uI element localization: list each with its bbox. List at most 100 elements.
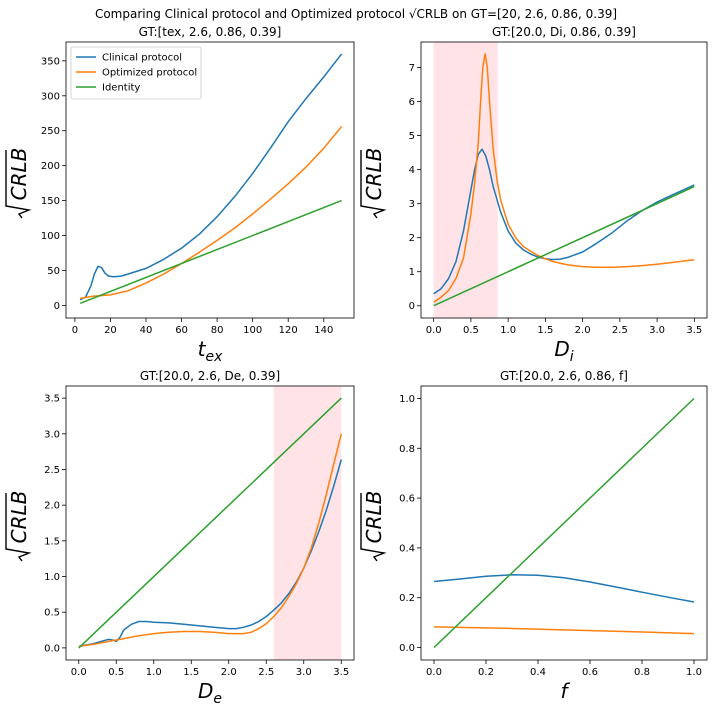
x-tick-label: 40 — [140, 325, 153, 336]
axes-frame — [420, 41, 708, 319]
y-axis-label: CRLB — [360, 491, 387, 562]
series-line-identity — [433, 185, 695, 307]
x-axis-label: Di — [554, 337, 573, 365]
y-tick-label: 150 — [41, 196, 60, 207]
subplot-2: 0.0 0.5 1.0 1.5 2.0 2.5 3.0 3.5 0 1 2 3 4 5 6 7 GT:[20.0… — [360, 25, 708, 365]
x-tick-label: 0.2 — [478, 667, 494, 678]
x-tick-label: 2.5 — [258, 667, 274, 678]
x-axis-label: f — [560, 679, 570, 703]
sqrt-symbol — [5, 150, 32, 219]
x-axis-label: De — [198, 679, 222, 707]
figure-suptitle: Comparing Clinical protocol and Optimize… — [95, 7, 617, 21]
y-tick-label: 50 — [47, 266, 60, 277]
y-tick-label: 300 — [41, 91, 60, 102]
y-tick-label: 0.0 — [44, 643, 60, 654]
y-tick-label: 0.5 — [44, 608, 60, 619]
y-axis-label-text: CRLB — [362, 491, 386, 544]
series-line-optimized-protocol — [433, 626, 695, 635]
y-tick-label: 1 — [409, 267, 415, 278]
y-tick-label: 1.0 — [399, 394, 415, 405]
x-tick-label: 60 — [175, 325, 188, 336]
y-tick-label: 0.8 — [399, 444, 415, 455]
x-tick-label: 0.0 — [71, 667, 87, 678]
series-line-optimized-protocol — [433, 53, 695, 303]
series-line-clinical-protocol — [79, 53, 343, 301]
legend-box — [70, 46, 202, 100]
sqrt-symbol — [360, 150, 387, 219]
x-tick-label: 140 — [314, 325, 333, 336]
x-tick-label: 2.0 — [221, 667, 237, 678]
x-tick-label: 100 — [243, 325, 262, 336]
axes-frame — [420, 385, 708, 661]
x-tick-label: 3.5 — [686, 325, 702, 336]
x-tick-label: 1.5 — [183, 667, 199, 678]
subplot-1: 0 20 40 60 80 100 120 140 0 50 100 150 200 250 300 350 G… — [5, 25, 355, 365]
y-axis-label-text: CRLB — [7, 148, 31, 201]
x-tick-label: 3.0 — [296, 667, 312, 678]
subplot-title: GT:[tex, 2.6, 0.86, 0.39] — [139, 25, 282, 39]
series-line-identity — [433, 397, 695, 649]
x-tick-label: 1.0 — [146, 667, 162, 678]
x-tick-label: 0.4 — [530, 667, 546, 678]
legend-label: Identity — [102, 83, 140, 94]
x-tick-label: 0.5 — [108, 667, 124, 678]
subplot-4: 0.0 0.2 0.4 0.6 0.8 1.0 0.0 0.2 0.4 0.6 0.8 1.0 GT:[… — [360, 369, 708, 703]
y-tick-label: 2 — [409, 233, 415, 244]
x-tick-label: 3.0 — [649, 325, 665, 336]
y-tick-label: 1.0 — [44, 572, 60, 583]
y-tick-label: 0.2 — [399, 593, 415, 604]
axes-frame — [65, 385, 355, 661]
x-tick-label: 2.5 — [612, 325, 628, 336]
x-tick-label: 1.0 — [686, 667, 702, 678]
series-line-identity — [79, 199, 342, 304]
series-line-clinical-protocol — [433, 148, 695, 295]
y-tick-label: 3.0 — [44, 429, 60, 440]
y-tick-label: 5 — [409, 131, 415, 142]
x-tick-label: 3.5 — [333, 667, 349, 678]
y-tick-label: 2.0 — [44, 501, 60, 512]
x-tick-label: 120 — [279, 325, 298, 336]
y-tick-label: 4 — [409, 165, 415, 176]
y-tick-label: 7 — [409, 63, 415, 74]
y-tick-label: 0.6 — [399, 494, 415, 505]
y-tick-label: 6 — [409, 97, 415, 108]
shaded-region — [433, 42, 498, 318]
subplot-title: GT:[20.0, 2.6, 0.86, f] — [500, 369, 628, 383]
y-tick-label: 0.0 — [399, 643, 415, 654]
series-line-clinical-protocol — [433, 574, 695, 603]
x-tick-label: 2.0 — [575, 325, 591, 336]
y-axis-label: CRLB — [5, 148, 32, 219]
series-line-identity — [78, 397, 342, 649]
y-tick-label: 250 — [41, 126, 60, 137]
y-tick-label: 350 — [41, 56, 60, 67]
legend-label: Optimized protocol — [102, 68, 197, 79]
sqrt-symbol — [5, 493, 32, 562]
x-tick-label: 1.0 — [500, 325, 516, 336]
legend-label: Clinical protocol — [102, 53, 182, 64]
y-tick-label: 3 — [409, 199, 415, 210]
x-tick-label: 0.8 — [634, 667, 650, 678]
y-tick-label: 2.5 — [44, 465, 60, 476]
subplot-3: 0.0 0.5 1.0 1.5 2.0 2.5 3.0 3.5 0.0 0.5 1.0 1.5 2.0 2… — [5, 369, 355, 707]
x-tick-label: 0 — [72, 325, 78, 336]
x-tick-label: 20 — [104, 325, 117, 336]
series-line-optimized-protocol — [80, 126, 343, 300]
y-axis-label-text: CRLB — [7, 491, 31, 544]
x-tick-label: 0.5 — [463, 325, 479, 336]
y-tick-label: 3.5 — [44, 394, 60, 405]
sqrt-symbol — [360, 493, 387, 562]
series-line-optimized-protocol — [78, 433, 343, 648]
x-tick-label: 0.0 — [426, 667, 442, 678]
x-tick-label: 0.6 — [582, 667, 598, 678]
y-tick-label: 100 — [41, 231, 60, 242]
y-axis-label-text: CRLB — [362, 148, 386, 201]
subplot-title: GT:[20.0, Di, 0.86, 0.39] — [492, 25, 636, 39]
x-tick-label: 1.5 — [537, 325, 553, 336]
x-tick-label: 0.0 — [426, 325, 442, 336]
axes-frame — [65, 41, 355, 319]
y-tick-label: 1.5 — [44, 536, 60, 547]
x-axis-label: tex — [198, 337, 223, 365]
y-tick-label: 200 — [41, 161, 60, 172]
legend: Clinical protocol Optimized protocol Ident… — [70, 46, 202, 100]
